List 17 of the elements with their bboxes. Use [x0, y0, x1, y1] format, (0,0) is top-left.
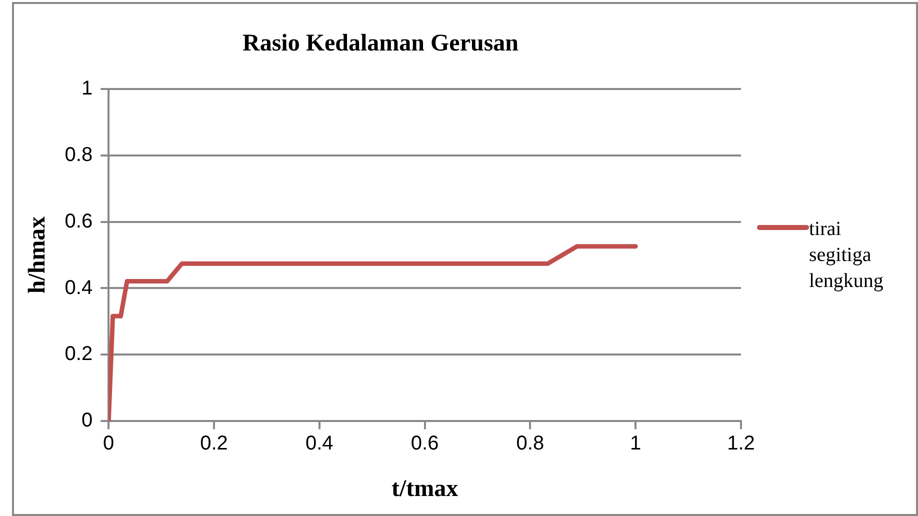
x-tick-label: 1.2 — [727, 432, 755, 455]
chart-title: Rasio Kedalaman Gerusan — [242, 30, 519, 57]
y-tick-label: 0.2 — [64, 343, 93, 366]
x-tick-label: 0 — [103, 432, 114, 455]
y-tick-label: 0.4 — [64, 276, 93, 299]
y-axis-title: h/hmax — [24, 216, 51, 294]
x-tick-label: 0.8 — [516, 432, 544, 455]
x-tick-label: 0.2 — [200, 432, 228, 455]
y-tick-label: 0.8 — [64, 144, 93, 166]
y-tick-label: 1 — [81, 77, 93, 100]
legend-label: tirai segitiga lengkung — [809, 217, 884, 294]
y-tick-label: 0.6 — [64, 210, 93, 232]
y-tick-label: 0 — [81, 410, 93, 432]
x-tick-label: 0.6 — [410, 432, 439, 455]
x-tick-label: 1 — [630, 432, 642, 455]
x-tick-label: 0.4 — [305, 432, 334, 455]
x-axis-title: t/tmax — [391, 476, 458, 502]
